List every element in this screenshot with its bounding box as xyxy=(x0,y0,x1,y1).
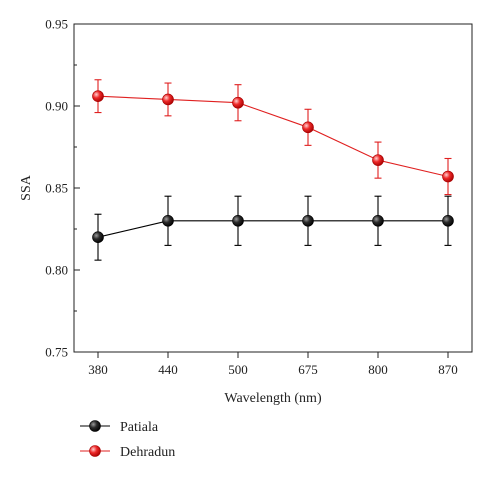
series-patiala xyxy=(92,195,454,261)
legend-label-patiala: Patiala xyxy=(120,420,159,435)
series-line-dehradun xyxy=(97,95,449,178)
plot-frame xyxy=(73,23,473,353)
data-point-patiala xyxy=(442,215,454,227)
data-point-dehradun xyxy=(92,90,104,102)
series-dehradun xyxy=(92,79,454,196)
y-tick-label: 0.80 xyxy=(45,263,68,278)
x-tick-label: 500 xyxy=(228,362,248,377)
legend-marker-patiala xyxy=(89,420,101,432)
x-tick-label: 800 xyxy=(368,362,388,377)
data-point-patiala xyxy=(92,231,104,243)
legend: Patiala Dehradun xyxy=(80,420,175,460)
data-point-dehradun xyxy=(302,121,314,134)
data-point-dehradun xyxy=(232,96,244,109)
x-tick-label: 380 xyxy=(88,362,108,377)
x-tick-label: 440 xyxy=(158,362,178,377)
series-line-patiala xyxy=(97,220,448,238)
legend-item-patiala: Patiala xyxy=(80,420,159,435)
y-tick-label: 0.95 xyxy=(45,17,68,32)
data-point-patiala xyxy=(302,215,314,227)
data-point-dehradun xyxy=(162,93,174,106)
x-axis: 380 440 500 675 800 870 xyxy=(88,352,458,377)
legend-marker-dehradun xyxy=(89,445,101,457)
data-point-dehradun xyxy=(372,154,384,166)
data-point-patiala xyxy=(372,215,384,227)
y-axis-title: SSA xyxy=(19,174,34,201)
x-tick-label: 870 xyxy=(438,362,458,377)
y-tick-label: 0.90 xyxy=(45,99,68,114)
legend-label-dehradun: Dehradun xyxy=(120,445,175,460)
data-point-dehradun xyxy=(442,170,454,183)
x-axis-title: Wavelength (nm) xyxy=(224,391,322,406)
y-axis: 0.75 0.80 0.85 0.90 0.95 xyxy=(45,17,80,360)
series-layer xyxy=(92,79,454,261)
data-point-patiala xyxy=(232,215,244,227)
y-tick-label: 0.75 xyxy=(45,345,68,360)
data-point-patiala xyxy=(162,215,174,227)
y-tick-label: 0.85 xyxy=(45,181,68,196)
x-tick-label: 675 xyxy=(298,362,318,377)
legend-item-dehradun: Dehradun xyxy=(80,445,175,460)
